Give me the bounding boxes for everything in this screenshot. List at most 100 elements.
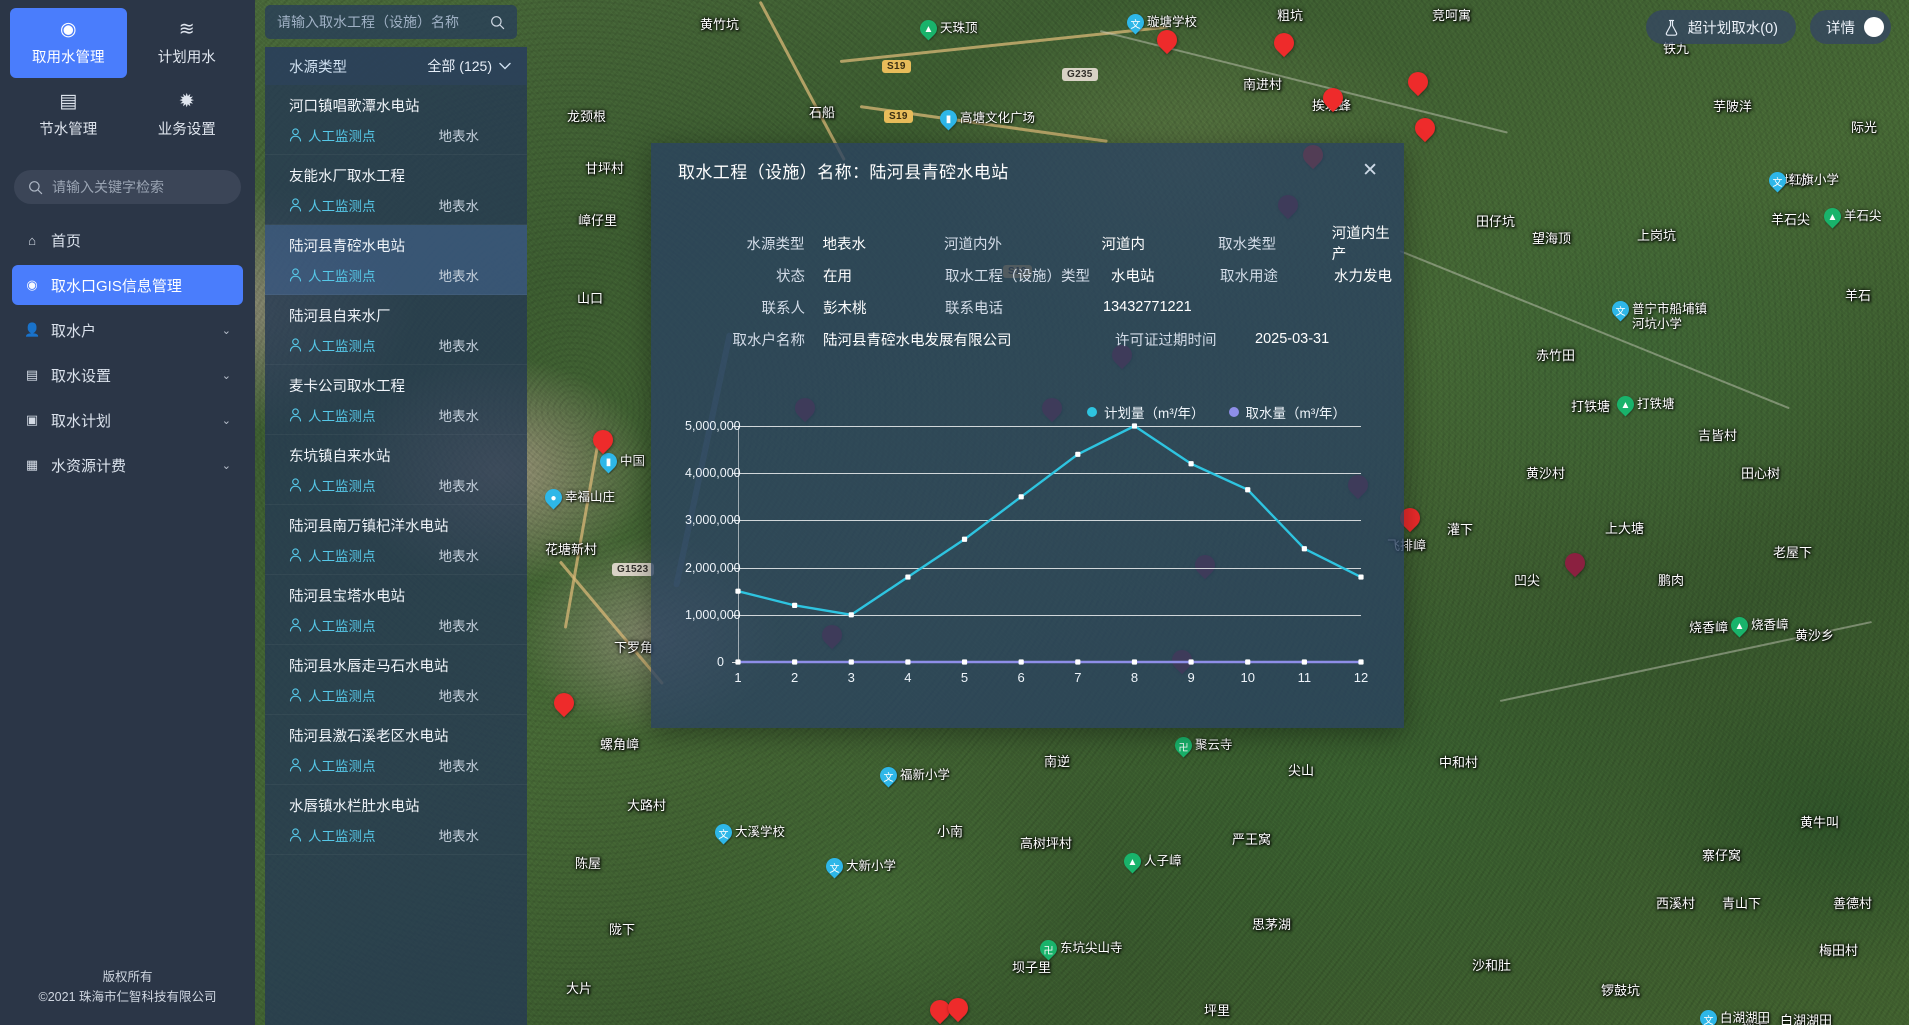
sidebar-item-2[interactable]: 👤 取水户 ⌄ bbox=[12, 310, 243, 350]
list-item-monitor-label: 人工监测点 bbox=[308, 759, 376, 774]
chart-data-point[interactable] bbox=[1018, 494, 1024, 500]
chart-data-point[interactable] bbox=[1358, 659, 1364, 665]
sidebar-item-4[interactable]: ▣ 取水计划 ⌄ bbox=[12, 400, 243, 440]
close-icon[interactable]: ✕ bbox=[1362, 159, 1378, 181]
poi-glyph: 文 bbox=[1703, 1015, 1714, 1025]
map-poi[interactable]: 文大溪学校 bbox=[715, 824, 786, 846]
list-item[interactable]: 友能水厂取水工程 人工监测点 地表水 bbox=[265, 155, 527, 225]
map-poi[interactable]: 文白湖湖田 bbox=[1700, 1010, 1771, 1025]
map-poi[interactable]: 卍东坑尖山寺 bbox=[1040, 940, 1123, 962]
chart-data-point[interactable] bbox=[905, 574, 911, 580]
chart-data-point[interactable] bbox=[1018, 659, 1024, 665]
intake-list-body[interactable]: 水源类型 全部 (125) 河口镇唱歌潭水电站 人工监测点 地表水 友能水厂取水工程人… bbox=[265, 47, 527, 1025]
list-item[interactable]: 陆河县南万镇杞洋水电站 人工监测点 地表水 bbox=[265, 505, 527, 575]
chevron-down-icon[interactable]: ⌄ bbox=[221, 459, 231, 472]
chart-data-point[interactable] bbox=[1131, 659, 1138, 665]
sidebar-item-0[interactable]: ⌂ 首页 bbox=[12, 220, 243, 260]
list-item[interactable]: 陆河县宝塔水电站 人工监测点 地表水 bbox=[265, 575, 527, 645]
chart-y-axis bbox=[738, 426, 739, 662]
chevron-down-icon[interactable]: ⌄ bbox=[221, 324, 231, 337]
intake-search-input[interactable]: 请输入取水工程（设施）名称 bbox=[265, 5, 517, 39]
sidebar-nav[interactable]: ⌂ 首页 ◉ 取水口GIS信息管理 👤 取水户 ⌄ ▤ 取水设置 ⌄ ▣ 取水计划 ⌄ ▦ 水资源计费 ⌄ bbox=[0, 214, 255, 968]
map-intake-pin[interactable] bbox=[930, 1000, 950, 1025]
map-intake-pin[interactable] bbox=[1157, 30, 1177, 58]
detail-toggle[interactable]: 详情 bbox=[1810, 10, 1891, 44]
chart-data-point[interactable] bbox=[1245, 659, 1251, 665]
chart-data-point[interactable] bbox=[1075, 451, 1081, 457]
chevron-down-icon[interactable]: ⌄ bbox=[221, 369, 231, 382]
legend-label: 计划量（m³/年） bbox=[1104, 406, 1205, 421]
water-source-filter-value-wrap[interactable]: 全部 (125) bbox=[427, 56, 511, 76]
chart-legend-item[interactable]: 计划量（m³/年） bbox=[1087, 402, 1205, 422]
search-icon[interactable] bbox=[490, 15, 505, 30]
chart-data-point[interactable] bbox=[735, 588, 741, 594]
chart-y-tick bbox=[732, 662, 738, 663]
chart-data-point[interactable] bbox=[1245, 487, 1251, 493]
list-item[interactable]: 陆河县水唇走马石水电站 人工监测点 地表水 bbox=[265, 645, 527, 715]
list-item[interactable]: 陆河县青硿水电站 人工监测点 地表水 bbox=[265, 225, 527, 295]
map-poi[interactable]: ▮ 中国 bbox=[600, 453, 645, 475]
water-source-filter[interactable]: 水源类型 全部 (125) bbox=[265, 47, 527, 85]
chart-data-point[interactable] bbox=[961, 659, 968, 665]
map-poi[interactable]: ▲ 羊石尖 bbox=[1824, 208, 1882, 230]
map-poi[interactable]: ▲ 烧香嶂 bbox=[1731, 617, 1789, 639]
chart-data-point[interactable] bbox=[792, 659, 798, 665]
chart-legend-item[interactable]: 取水量（m³/年） bbox=[1228, 402, 1346, 422]
map-intake-pin[interactable] bbox=[1565, 553, 1585, 581]
sidebar-item-label: 取水计划 bbox=[51, 412, 112, 430]
chart-data-point[interactable] bbox=[1075, 659, 1081, 665]
chart-data-point[interactable] bbox=[905, 659, 911, 665]
map-intake-pin[interactable] bbox=[1323, 88, 1343, 116]
list-item[interactable]: 东坑镇自来水站 人工监测点 地表水 bbox=[265, 435, 527, 505]
module-gear[interactable]: ✹ 业务设置 bbox=[129, 80, 246, 150]
map-intake-pin[interactable] bbox=[1415, 118, 1435, 146]
map-poi[interactable]: 文福新小学 bbox=[880, 767, 951, 789]
chart-data-point[interactable] bbox=[1301, 546, 1307, 552]
map-poi[interactable]: 卍聚云寺 bbox=[1175, 737, 1233, 759]
list-item[interactable]: 水唇镇水栏肚水电站 人工监测点 地表水 bbox=[265, 785, 527, 855]
over-plan-intake-button[interactable]: 超计划取水(0) bbox=[1645, 10, 1796, 44]
chart-data-point[interactable] bbox=[961, 536, 968, 542]
module-compass[interactable]: ◉ 取用水管理 bbox=[10, 8, 127, 78]
module-document[interactable]: ▤ 节水管理 bbox=[10, 80, 127, 150]
chart-data-point[interactable] bbox=[1188, 461, 1194, 467]
sidebar-item-5[interactable]: ▦ 水资源计费 ⌄ bbox=[12, 445, 243, 485]
map-poi[interactable]: ▮ 高塘文化广场 bbox=[940, 110, 1035, 132]
map-intake-pin[interactable] bbox=[948, 998, 968, 1025]
chart-data-point[interactable] bbox=[1188, 659, 1194, 665]
list-item-meta: 人工监测点 地表水 bbox=[289, 475, 511, 495]
module-grid[interactable]: ◉ 取用水管理 ≋ 计划用水 ▤ 节水管理 ✹ 业务设置 bbox=[0, 0, 255, 154]
field-label-intake-type: 取水类型 bbox=[1218, 236, 1277, 253]
chart-data-point[interactable] bbox=[1301, 659, 1307, 665]
map-poi[interactable]: 文普宁市船埔镇 河坑小学 bbox=[1612, 301, 1708, 332]
map-poi[interactable]: 文璇塘学校 bbox=[1127, 14, 1198, 36]
map-poi[interactable]: ▲ 打铁塘 bbox=[1617, 396, 1675, 418]
chart-data-point[interactable] bbox=[1131, 423, 1138, 429]
map-poi[interactable]: 文红旗小学 bbox=[1769, 172, 1840, 194]
module-waves[interactable]: ≋ 计划用水 bbox=[129, 8, 246, 78]
sidebar-search-input[interactable]: 请输入关键字检索 bbox=[14, 170, 241, 204]
chevron-down-icon[interactable]: ⌄ bbox=[221, 414, 231, 427]
chart-data-point[interactable] bbox=[848, 612, 854, 618]
list-item[interactable]: 陆河县激石溪老区水电站 人工监测点 地表水 bbox=[265, 715, 527, 785]
list-item[interactable]: 陆河县自来水厂 人工监测点 地表水 bbox=[265, 295, 527, 365]
chart-data-point[interactable] bbox=[792, 602, 798, 608]
sidebar-item-3[interactable]: ▤ 取水设置 ⌄ bbox=[12, 355, 243, 395]
chart-data-point[interactable] bbox=[848, 659, 854, 665]
map-poi[interactable]: 文大新小学 bbox=[826, 858, 897, 880]
map-poi[interactable]: ▲ 天珠顶 bbox=[920, 20, 978, 42]
map-intake-pin[interactable] bbox=[1408, 72, 1428, 100]
map-poi[interactable]: ● 幸福山庄 bbox=[545, 489, 615, 511]
chart-legend[interactable]: 计划量（m³/年） 取水量（m³/年） bbox=[1087, 402, 1346, 422]
list-item[interactable]: 河口镇唱歌潭水电站 人工监测点 地表水 bbox=[265, 85, 527, 155]
map-poi-label: 大新小学 bbox=[846, 859, 897, 873]
list-item[interactable]: 麦卡公司取水工程 人工监测点 地表水 bbox=[265, 365, 527, 435]
map-intake-pin[interactable] bbox=[1274, 33, 1294, 61]
sidebar-item-1[interactable]: ◉ 取水口GIS信息管理 bbox=[12, 265, 243, 305]
map-poi[interactable]: ▲ 人子嶂 bbox=[1124, 853, 1182, 875]
intake-list-rows[interactable]: 河口镇唱歌潭水电站 人工监测点 地表水 友能水厂取水工程 人工监测点 地表水 陆河县青硿水电… bbox=[265, 85, 527, 855]
toggle-knob[interactable] bbox=[1864, 17, 1884, 37]
chart-data-point[interactable] bbox=[735, 659, 741, 665]
map-intake-pin[interactable] bbox=[554, 693, 574, 721]
chart-data-point[interactable] bbox=[1358, 574, 1364, 580]
